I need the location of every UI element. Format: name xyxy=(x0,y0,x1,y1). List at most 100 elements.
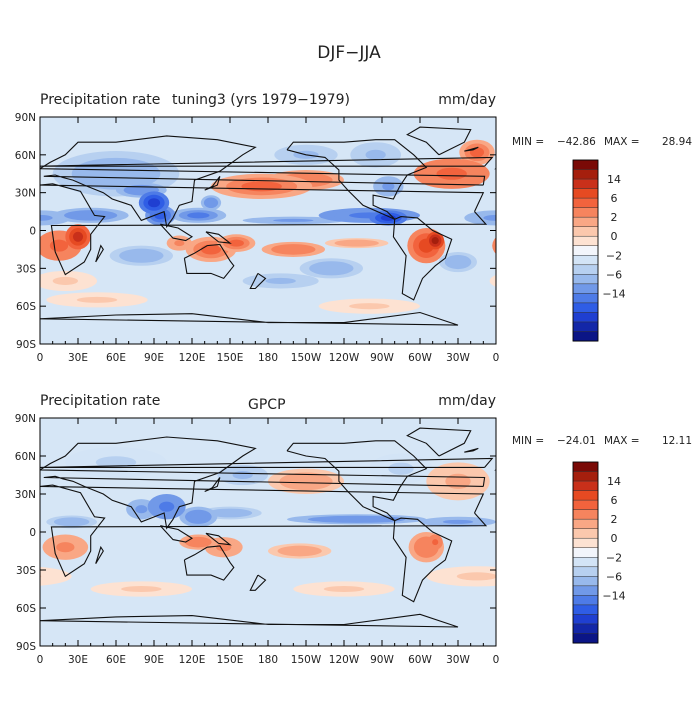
coastline xyxy=(464,146,479,152)
x-tick-label: 60W xyxy=(408,352,432,364)
coastline xyxy=(640,244,689,278)
coastline xyxy=(40,457,494,468)
colorbar-swatch xyxy=(572,623,599,635)
precip-anomaly-region xyxy=(635,535,673,550)
precip-anomaly-region xyxy=(641,510,668,524)
coastline xyxy=(640,546,689,580)
panel-bottom-title-center: GPCP xyxy=(248,397,286,413)
coastline xyxy=(95,545,104,564)
colorbar-label: −14 xyxy=(602,287,625,300)
x-tick-label: 0 xyxy=(493,352,500,364)
precip-anomaly-region xyxy=(0,520,17,524)
precip-anomaly-region xyxy=(190,512,206,521)
precip-anomaly-region xyxy=(445,473,471,489)
x-tick-label: 150E xyxy=(217,654,244,666)
coastline xyxy=(249,574,267,591)
panel-top-title-center: tuning3 (yrs 1979−1979) xyxy=(172,92,350,108)
precip-anomaly-region xyxy=(626,208,682,223)
y-tick-label: 60N xyxy=(15,150,36,162)
x-tick-label: 90E xyxy=(144,654,164,666)
precip-anomaly-region xyxy=(660,197,674,208)
precip-anomaly-region xyxy=(75,212,106,219)
colorbar-swatch xyxy=(572,283,599,294)
x-tick-label: 180 xyxy=(258,352,278,364)
precip-anomaly-region xyxy=(382,182,395,191)
precip-anomaly-region xyxy=(489,274,496,287)
precip-anomaly-region xyxy=(483,214,496,221)
precip-anomaly-region xyxy=(529,232,539,242)
colorbar-swatch xyxy=(572,312,599,323)
precip-anomaly-region xyxy=(506,240,524,252)
y-tick-label: 90S xyxy=(16,641,36,653)
panel-bottom-units: mm/day xyxy=(438,393,496,409)
precip-anomaly-region xyxy=(0,474,15,489)
precip-anomaly-region xyxy=(216,543,232,552)
y-tick-label: 90N xyxy=(15,112,36,124)
coastline xyxy=(205,231,232,244)
coastline xyxy=(661,176,676,190)
coastline xyxy=(0,313,2,326)
precip-anomaly-region xyxy=(647,539,662,545)
colorbar-label: 2 xyxy=(611,513,618,526)
precip-anomaly-region xyxy=(76,296,118,303)
precip-anomaly-region xyxy=(521,447,622,477)
precip-anomaly-region xyxy=(72,231,84,242)
precip-anomaly-region xyxy=(531,212,561,218)
x-tick-label: 180 xyxy=(258,654,278,666)
x-tick-label: 120W xyxy=(329,654,360,666)
precip-anomaly-region xyxy=(318,264,345,273)
precip-anomaly-region xyxy=(442,519,474,524)
x-tick-label: 0 xyxy=(37,654,44,666)
panel-top-map xyxy=(0,117,700,344)
colorbar-label: −6 xyxy=(606,570,622,583)
panel-top-colorbar: 14 6 2 0 −2 −6 −14 xyxy=(572,159,626,342)
precip-anomaly-region xyxy=(290,476,322,487)
precip-anomaly-region xyxy=(521,224,546,249)
y-tick-label: 90S xyxy=(16,339,36,351)
precip-anomaly-region xyxy=(228,239,244,247)
coastline xyxy=(40,135,486,229)
precip-anomaly-region xyxy=(682,178,700,196)
colorbar-swatch xyxy=(572,255,599,266)
x-tick-label: 150W xyxy=(291,352,322,364)
precip-anomaly-region xyxy=(492,237,496,254)
panel-top-units: mm/day xyxy=(438,92,496,108)
precip-anomaly-region xyxy=(630,240,640,246)
x-tick-label: 30W xyxy=(446,352,470,364)
precip-anomaly-region xyxy=(280,246,307,253)
coastline xyxy=(552,547,560,564)
precip-anomaly-region xyxy=(654,507,700,520)
coastline xyxy=(159,223,194,242)
colorbar-swatch xyxy=(572,293,599,304)
colorbar-swatch xyxy=(572,274,599,285)
x-tick-label: 60W xyxy=(408,654,432,666)
precip-anomaly-region xyxy=(499,535,545,560)
precip-anomaly-region xyxy=(217,510,243,516)
precip-anomaly-region xyxy=(365,149,386,160)
x-tick-label: 90E xyxy=(144,352,164,364)
coastline xyxy=(392,517,453,603)
precip-anomaly-region xyxy=(666,540,693,554)
x-tick-label: 120W xyxy=(329,352,360,364)
colorbar-swatch xyxy=(572,264,599,275)
precip-anomaly-region xyxy=(190,539,206,546)
colorbar-swatch xyxy=(572,207,599,218)
coastline xyxy=(204,175,221,191)
coastline xyxy=(662,533,686,544)
precip-anomaly-region xyxy=(510,517,545,526)
precip-anomaly-region xyxy=(623,236,648,251)
precip-anomaly-region xyxy=(131,187,152,194)
y-tick-label: 30N xyxy=(15,188,36,200)
precip-anomaly-region xyxy=(528,158,617,190)
panel-top-max-value: 28.94 xyxy=(662,136,692,148)
colorbar-swatch xyxy=(572,226,599,237)
precip-anomaly-region xyxy=(673,234,700,252)
colorbar-swatch xyxy=(572,159,599,171)
coastline xyxy=(286,139,428,220)
precip-anomaly-region xyxy=(635,210,674,221)
y-tick-label: 30S xyxy=(16,263,36,275)
x-tick-label: 0 xyxy=(37,352,44,364)
colorbar-swatch xyxy=(572,197,599,209)
precip-anomaly-region xyxy=(672,543,687,551)
colorbar-label: 0 xyxy=(611,532,618,545)
